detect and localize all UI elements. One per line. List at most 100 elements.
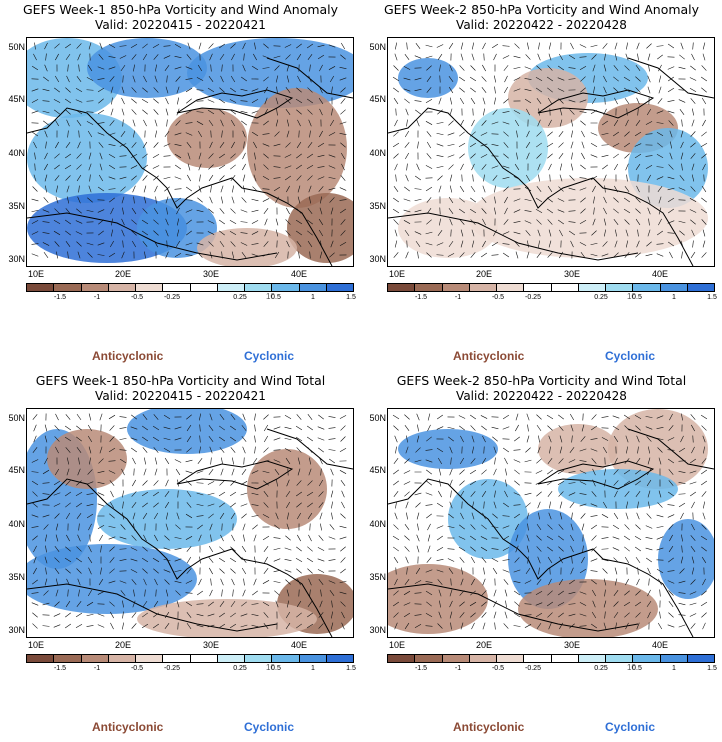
wind-arrow — [449, 108, 453, 116]
wind-arrow — [557, 198, 565, 202]
wind-arrow — [153, 98, 159, 104]
vorticity-shading — [137, 599, 317, 637]
wind-arrow — [568, 78, 576, 80]
wind-arrow — [414, 231, 422, 235]
wind-arrow — [525, 230, 531, 236]
wind-arrow — [88, 185, 92, 193]
wind-arrow — [426, 197, 432, 203]
wind-arrow — [296, 447, 302, 453]
wind-arrow — [546, 480, 554, 486]
wind-arrow — [34, 152, 36, 160]
wind-arrow — [403, 66, 411, 70]
wind-arrow — [580, 208, 586, 214]
wind-arrow — [44, 42, 48, 50]
wind-arrow — [152, 43, 160, 49]
wind-arrow — [690, 251, 696, 259]
wind-arrow — [405, 556, 409, 564]
wind-arrow — [130, 153, 138, 159]
wind-arrow — [624, 252, 630, 258]
lat-tick-label: 35N — [369, 572, 386, 582]
wind-arrow — [42, 232, 50, 234]
wind-arrow — [319, 86, 323, 94]
wind-arrow — [209, 53, 213, 61]
wind-arrow — [702, 435, 706, 443]
wind-arrow — [296, 241, 302, 247]
wind-arrow — [263, 76, 269, 82]
wind-arrow — [208, 469, 214, 475]
wind-arrow — [691, 523, 695, 531]
wind-arrow — [449, 97, 453, 105]
wind-arrow — [404, 535, 410, 541]
lon-tick-label: 30E — [202, 640, 220, 650]
wind-arrow — [436, 502, 444, 508]
wind-arrow — [120, 130, 126, 138]
wind-arrow — [491, 165, 499, 169]
wind-arrow — [242, 163, 246, 171]
wind-arrow — [208, 436, 214, 442]
colorbar-swatch — [606, 284, 634, 291]
wind-arrow — [330, 622, 334, 630]
colorbar-tick-label: 1 — [672, 294, 676, 301]
vorticity-shading — [388, 564, 488, 634]
wind-arrow — [328, 580, 336, 584]
wind-arrow — [273, 143, 281, 147]
wind-arrow — [667, 99, 675, 103]
wind-arrow — [516, 152, 518, 160]
colorbar-swatch — [633, 284, 661, 291]
wind-arrow — [43, 197, 49, 203]
wind-arrow — [394, 578, 398, 586]
wind-arrow — [645, 426, 653, 430]
wind-arrow — [141, 425, 149, 431]
wind-arrow — [425, 581, 433, 583]
wind-arrow — [645, 164, 653, 170]
wind-arrow — [166, 119, 168, 127]
wind-arrow — [580, 120, 586, 126]
wind-arrow — [55, 141, 59, 149]
wind-arrow — [263, 241, 269, 247]
vorticity-map — [387, 37, 715, 267]
wind-arrow — [196, 209, 204, 213]
wind-arrow — [535, 142, 543, 148]
wind-arrow — [405, 251, 409, 259]
wind-arrow — [536, 546, 542, 552]
wind-arrow — [341, 163, 345, 171]
wind-arrow — [571, 512, 573, 520]
wind-arrow — [339, 121, 347, 125]
wind-arrow — [482, 42, 486, 50]
wind-arrow — [78, 64, 80, 72]
wind-arrow — [306, 153, 314, 159]
wind-arrow — [198, 578, 202, 586]
wind-arrow — [196, 590, 204, 596]
wind-arrow — [131, 87, 137, 93]
colorbar-swatch — [660, 284, 688, 291]
wind-arrow — [263, 164, 269, 170]
wind-arrow — [152, 425, 160, 431]
wind-arrow — [31, 526, 39, 528]
wind-arrow — [175, 524, 181, 530]
wind-arrow — [590, 515, 598, 517]
wind-arrow — [701, 458, 707, 464]
wind-arrow — [119, 458, 127, 464]
wind-arrow — [340, 479, 346, 487]
wind-arrow — [414, 77, 422, 81]
wind-arrow — [557, 602, 565, 606]
wind-arrow — [286, 600, 290, 608]
wind-arrow — [65, 53, 71, 61]
wind-arrow — [319, 108, 323, 116]
wind-arrow — [659, 611, 661, 619]
wind-arrow — [691, 174, 695, 182]
wind-arrow — [613, 219, 619, 225]
wind-arrow — [251, 614, 259, 616]
wind-arrow — [538, 42, 540, 50]
wind-arrow — [263, 120, 269, 126]
wind-arrow — [108, 447, 116, 453]
wind-arrow — [218, 623, 226, 629]
wind-arrow — [131, 207, 137, 215]
wind-arrow — [536, 131, 542, 137]
wind-arrow — [667, 624, 675, 628]
wind-arrow — [668, 612, 674, 618]
map-canvas — [388, 409, 714, 637]
wind-arrow — [263, 414, 269, 420]
wind-arrow — [55, 413, 59, 421]
wind-arrow — [680, 152, 684, 160]
